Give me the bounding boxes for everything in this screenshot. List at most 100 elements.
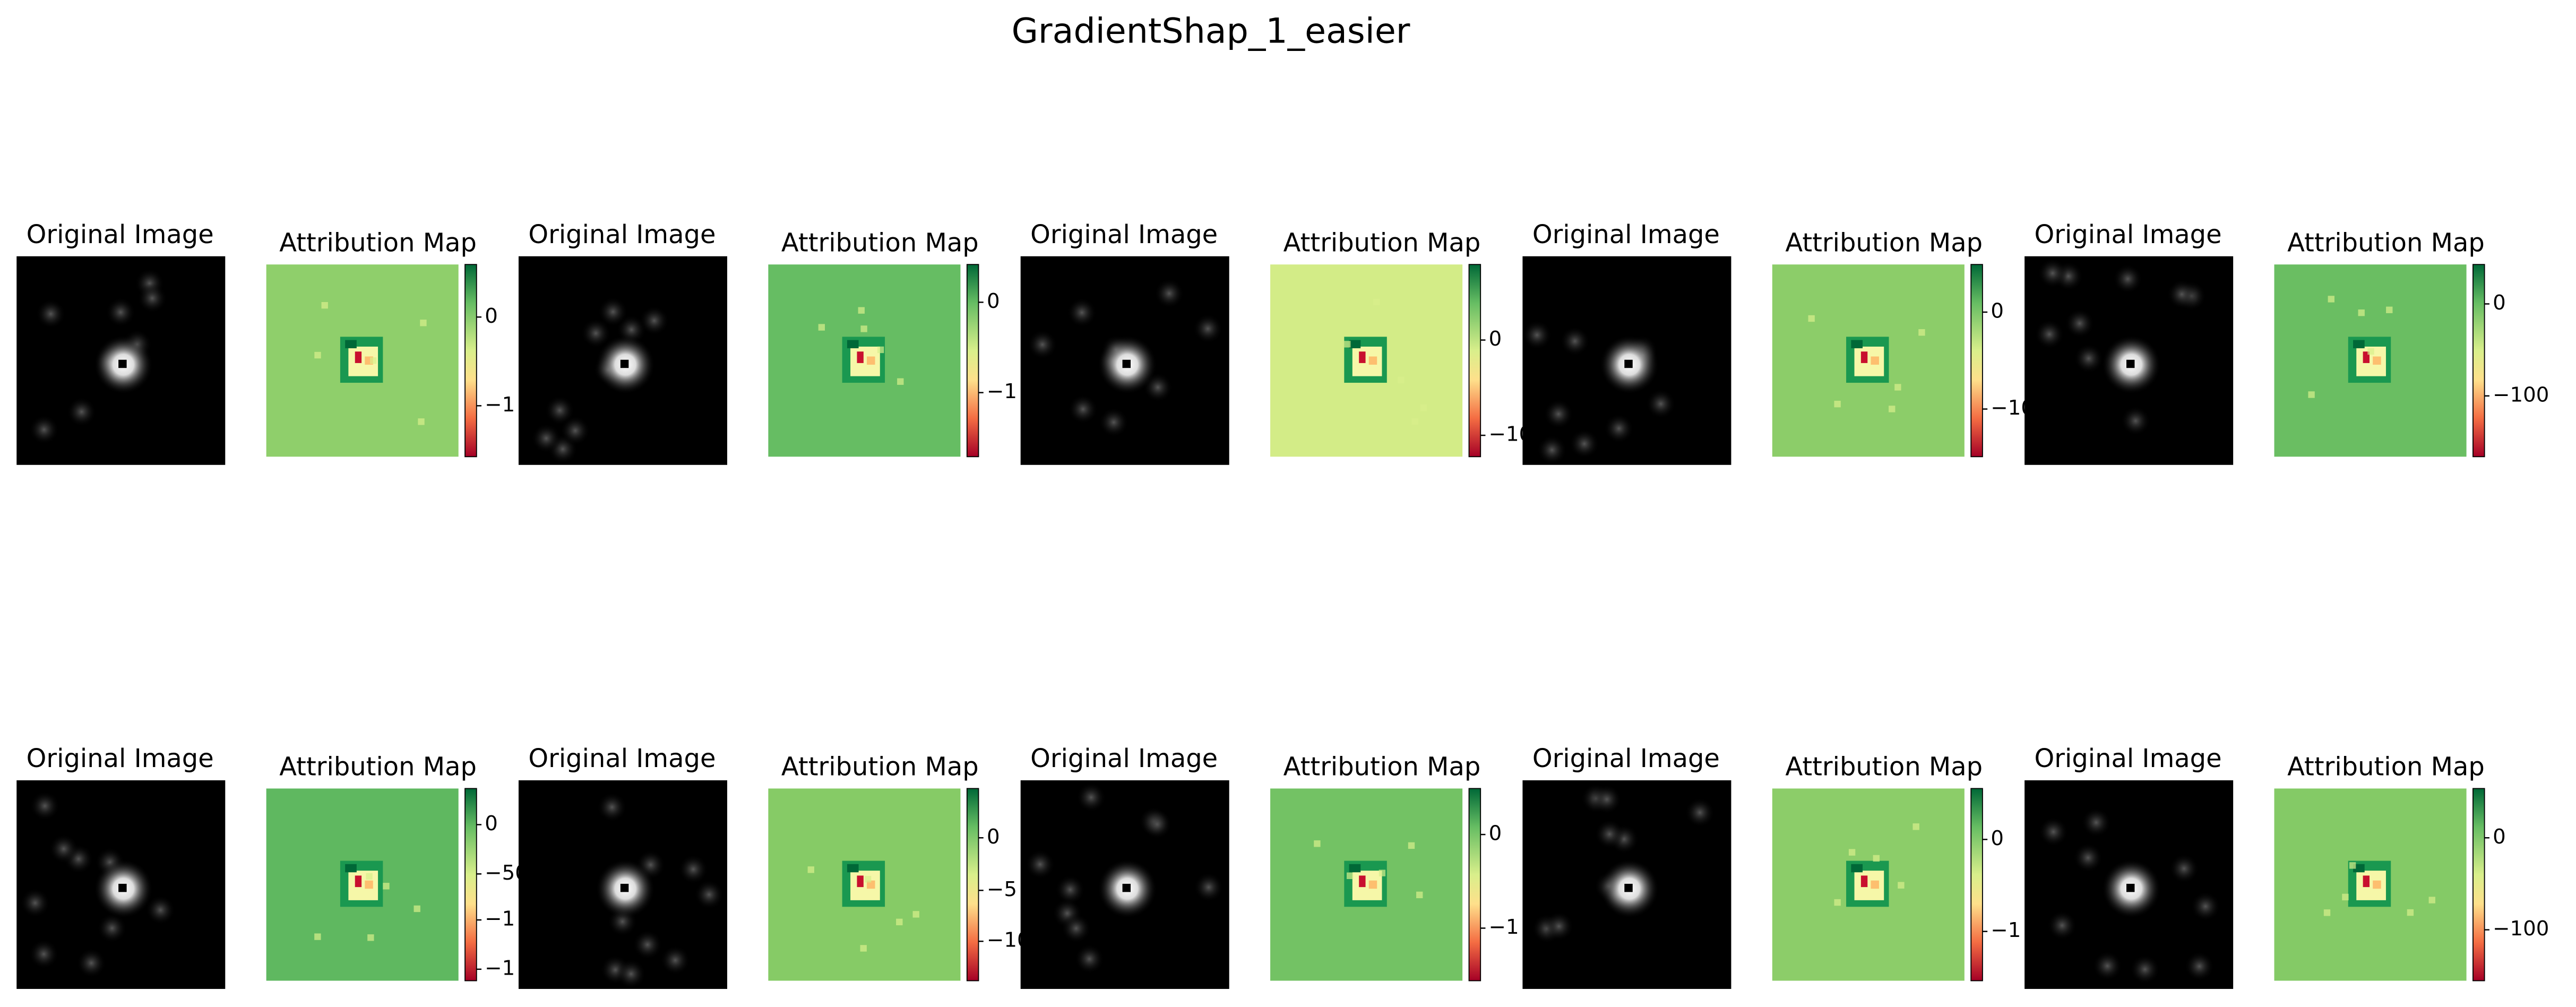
colorbar-tick-label: 0: [485, 304, 498, 328]
colorbar-tick-label: 0: [1489, 822, 1502, 846]
hot: [355, 351, 362, 363]
warm: [1368, 880, 1377, 889]
faint-blob: [1560, 326, 1590, 356]
speck: [1912, 823, 1919, 830]
faint-blob: [1067, 297, 1097, 328]
faint-blob: [678, 854, 708, 884]
faint-blob: [660, 945, 691, 975]
hot: [857, 351, 864, 363]
colorbar-tick-label: 0: [987, 825, 1000, 849]
speck: [367, 934, 374, 941]
attribution-title: Attribution Map: [2287, 752, 2485, 782]
faint-blob: [20, 888, 50, 918]
core-dark: [345, 864, 357, 873]
speck: [2328, 296, 2334, 303]
speck: [1408, 842, 1415, 849]
core-dark: [847, 340, 859, 349]
star-core: [2126, 359, 2135, 368]
star-core: [620, 883, 629, 892]
faint-blob: [1544, 399, 1573, 429]
star-core: [1122, 883, 1131, 892]
faint-blob: [2130, 954, 2160, 984]
faint-blob: [1142, 809, 1172, 839]
star-core: [620, 359, 629, 368]
core: [2356, 871, 2386, 900]
speck: [1808, 315, 1815, 322]
attribution-title: Attribution Map: [1785, 752, 1983, 782]
faint-blob: [545, 395, 575, 425]
core: [850, 346, 880, 376]
speck: [321, 302, 328, 309]
speck: [383, 883, 390, 890]
speck: [896, 918, 903, 926]
hot: [857, 875, 864, 888]
speck: [1379, 870, 1386, 876]
speck: [1894, 384, 1901, 391]
colorbar-tick-label: 0: [987, 289, 1000, 313]
speck: [1889, 406, 1896, 412]
faint-blob: [694, 880, 724, 910]
faint-blob: [145, 895, 176, 925]
colorbar-tick-label: −1: [987, 380, 1017, 403]
speck: [1834, 400, 1841, 408]
faint-blob: [106, 297, 136, 328]
hot: [1860, 875, 1868, 888]
speck: [1898, 882, 1905, 889]
attribution-title: Attribution Map: [1283, 228, 1481, 257]
original-title: Original Image: [528, 744, 716, 773]
faint-blob: [66, 397, 97, 427]
attribution-title: Attribution Map: [279, 228, 477, 257]
faint-blob: [2074, 343, 2104, 374]
original-image: [1522, 256, 1731, 465]
speck: [897, 378, 904, 385]
hot: [1359, 351, 1366, 363]
original-image: [2024, 256, 2234, 465]
original-title: Original Image: [528, 220, 716, 249]
attribution-map: [1270, 264, 1463, 457]
original-title: Original Image: [27, 744, 214, 773]
star-core: [2126, 883, 2135, 892]
faint-blob: [2167, 279, 2197, 309]
speck: [1420, 404, 1427, 411]
faint-blob: [2113, 264, 2143, 294]
colorbar-tick-label: −1: [485, 907, 515, 931]
warm: [1871, 356, 1879, 365]
hot: [355, 875, 362, 888]
warm: [365, 880, 373, 889]
speck: [2323, 909, 2331, 916]
colorbar-tick-label: −1: [1489, 915, 1519, 939]
speck: [1373, 298, 1380, 306]
colorbar: [464, 264, 477, 458]
original-image: [16, 780, 226, 989]
speck: [1918, 329, 1925, 336]
faint-blob: [598, 297, 628, 327]
hot: [1860, 351, 1868, 363]
faint-blob: [2065, 308, 2095, 339]
speck: [1346, 872, 1354, 879]
original-title: Original Image: [1532, 744, 1720, 773]
faint-blob: [2121, 406, 2151, 436]
faint-blob: [2073, 842, 2103, 873]
star-core: [1122, 359, 1131, 368]
speck: [818, 324, 825, 331]
colorbar-tick-label: −1: [1991, 918, 2021, 942]
original-image: [518, 780, 727, 989]
speck: [1344, 341, 1351, 348]
speck: [1834, 899, 1841, 906]
colorbar: [1970, 788, 1983, 982]
colorbar-tick-label: −100: [2493, 383, 2549, 407]
original-image: [1020, 780, 1229, 989]
star-core: [1624, 883, 1633, 892]
faint-blob: [137, 283, 167, 313]
faint-blob: [1592, 784, 1622, 814]
faint-blob: [1055, 875, 1085, 905]
faint-blob: [1061, 914, 1091, 943]
faint-blob: [1569, 429, 1599, 459]
speck: [1873, 855, 1880, 862]
attribution-map: [266, 264, 459, 457]
faint-blob: [1645, 389, 1676, 419]
star-core: [118, 359, 127, 368]
faint-blob: [639, 306, 669, 335]
original-title: Original Image: [2035, 220, 2222, 249]
warm: [1871, 880, 1879, 889]
